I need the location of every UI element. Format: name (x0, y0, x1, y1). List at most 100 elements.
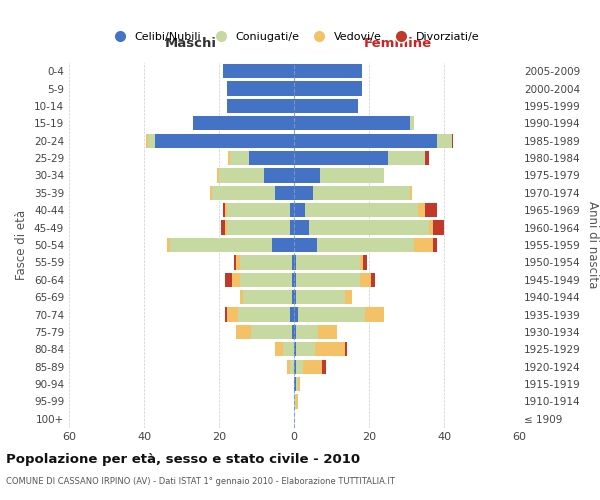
Bar (433, 238, 437, 252)
Bar (292, 290, 294, 304)
Bar (224, 220, 227, 234)
Bar (251, 325, 292, 339)
Bar (296, 360, 304, 374)
Bar (344, 290, 352, 304)
Bar (148, 134, 155, 148)
Bar (294, 220, 309, 234)
Bar (287, 360, 290, 374)
Bar (294, 394, 296, 408)
Bar (296, 272, 359, 287)
Bar (304, 360, 322, 374)
Bar (294, 360, 296, 374)
Bar (296, 394, 298, 408)
Bar (298, 308, 365, 322)
Bar (217, 168, 219, 182)
Bar (236, 325, 251, 339)
Bar (313, 186, 410, 200)
Bar (155, 134, 294, 148)
Bar (239, 256, 292, 270)
Bar (418, 203, 425, 218)
Bar (275, 342, 283, 356)
Bar (223, 64, 294, 78)
Text: Femmine: Femmine (364, 36, 431, 50)
Bar (224, 203, 227, 218)
Bar (433, 220, 444, 234)
Bar (264, 168, 294, 182)
Bar (296, 325, 319, 339)
Bar (227, 308, 238, 322)
Bar (221, 220, 224, 234)
Bar (294, 342, 296, 356)
Bar (283, 342, 294, 356)
Bar (170, 238, 271, 252)
Bar (298, 377, 299, 391)
Bar (359, 272, 371, 287)
Bar (193, 116, 294, 130)
Bar (364, 256, 367, 270)
Bar (305, 203, 418, 218)
Bar (224, 272, 232, 287)
Bar (296, 377, 298, 391)
Bar (425, 151, 429, 165)
Bar (230, 151, 249, 165)
Bar (322, 360, 326, 374)
Text: Popolazione per età, sesso e stato civile - 2010: Popolazione per età, sesso e stato civil… (6, 452, 360, 466)
Bar (227, 82, 294, 96)
Bar (212, 186, 275, 200)
Bar (294, 238, 317, 252)
Bar (294, 203, 305, 218)
Bar (223, 203, 224, 218)
Bar (294, 64, 361, 78)
Bar (414, 238, 433, 252)
Bar (344, 342, 347, 356)
Bar (452, 134, 454, 148)
Legend: Celibi/Nubili, Coniugati/e, Vedovi/e, Divorziati/e: Celibi/Nubili, Coniugati/e, Vedovi/e, Di… (109, 32, 479, 42)
Bar (388, 151, 425, 165)
Bar (294, 99, 358, 113)
Bar (234, 256, 236, 270)
Text: COMUNE DI CASSANO IRPINO (AV) - Dati ISTAT 1° gennaio 2010 - Elaborazione TUTTIT: COMUNE DI CASSANO IRPINO (AV) - Dati IST… (6, 478, 395, 486)
Bar (294, 377, 296, 391)
Bar (236, 256, 239, 270)
Bar (320, 168, 384, 182)
Bar (359, 256, 364, 270)
Text: Maschi: Maschi (164, 36, 217, 50)
Bar (249, 151, 294, 165)
Bar (294, 290, 296, 304)
Bar (429, 220, 433, 234)
Bar (290, 360, 294, 374)
Bar (437, 134, 452, 148)
Bar (410, 186, 412, 200)
Bar (292, 325, 294, 339)
Bar (317, 238, 414, 252)
Bar (227, 220, 290, 234)
Bar (309, 220, 429, 234)
Bar (292, 272, 294, 287)
Bar (146, 134, 148, 148)
Bar (294, 186, 313, 200)
Bar (290, 308, 294, 322)
Bar (294, 168, 320, 182)
Bar (227, 99, 294, 113)
Bar (229, 151, 230, 165)
Bar (292, 256, 294, 270)
Bar (290, 203, 294, 218)
Bar (296, 342, 314, 356)
Bar (219, 168, 264, 182)
Bar (319, 325, 337, 339)
Bar (294, 272, 296, 287)
Y-axis label: Fasce di età: Fasce di età (16, 210, 28, 280)
Bar (238, 308, 290, 322)
Bar (294, 256, 296, 270)
Bar (294, 134, 437, 148)
Bar (294, 308, 298, 322)
Bar (227, 203, 290, 218)
Bar (232, 272, 239, 287)
Bar (294, 82, 361, 96)
Bar (296, 290, 344, 304)
Bar (371, 272, 374, 287)
Y-axis label: Anni di nascita: Anni di nascita (586, 202, 599, 288)
Bar (294, 151, 388, 165)
Bar (275, 186, 294, 200)
Bar (167, 238, 170, 252)
